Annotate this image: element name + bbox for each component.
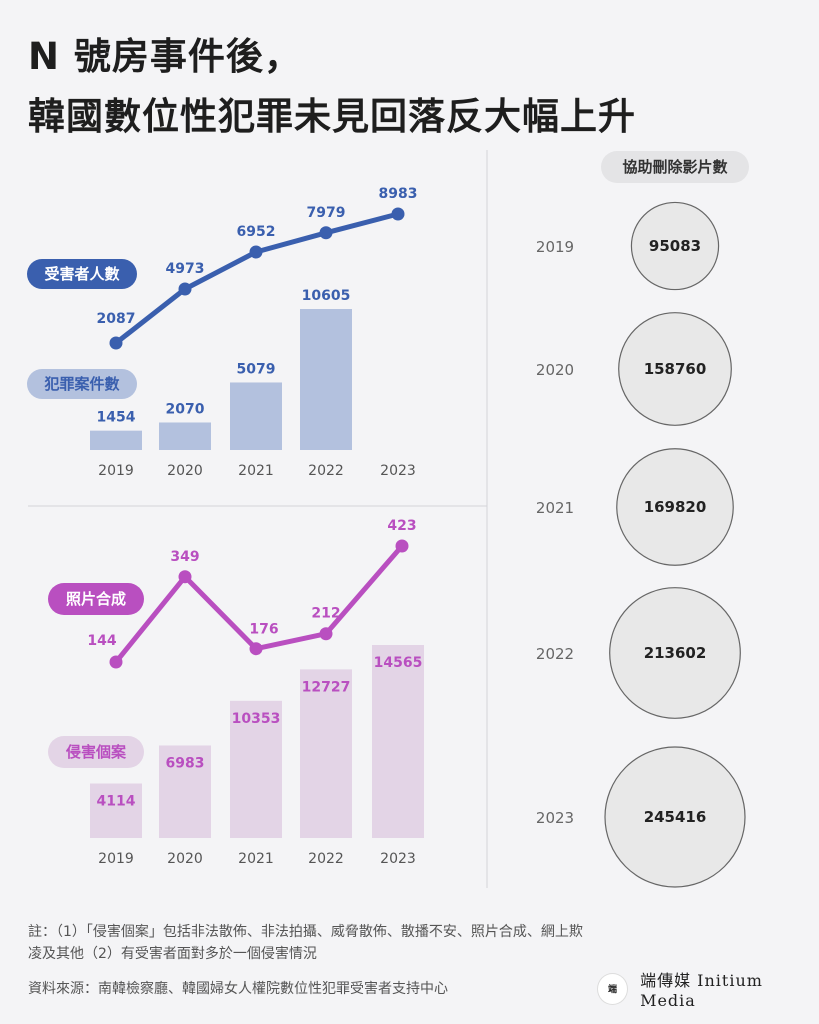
x-tick-label-bottom: 2022 (308, 851, 344, 867)
bubble-year-label: 2021 (536, 499, 574, 517)
photo-synthesis-point-label: 144 (87, 633, 116, 649)
cases-series-label: 犯罪案件數 (43, 375, 119, 393)
victims-point (391, 207, 405, 221)
photo-synthesis-series-label: 照片合成 (66, 590, 126, 608)
deleted-videos-title: 協助刪除影片數 (622, 158, 727, 176)
source-note: 資料來源：南韓檢察廳、韓國婦女人權院數位性犯罪受害者支持中心 (28, 981, 448, 997)
cases-bar-label: 10605 (302, 288, 351, 304)
deleted-videos-bubble (618, 312, 732, 426)
photo-synthesis-point (109, 655, 123, 669)
victims-point-label: 6952 (237, 224, 276, 240)
bubble-year-label: 2023 (536, 809, 574, 827)
victims-point (109, 336, 123, 350)
incidents-bar-label: 6983 (166, 755, 205, 771)
deleted-videos-bubble (604, 746, 746, 888)
deleted-videos-bubble (630, 201, 720, 291)
deleted-videos-value: 95083 (649, 237, 701, 255)
deleted-videos-value: 158760 (644, 360, 707, 378)
photo-synthesis-point (249, 642, 263, 656)
victims-point-label: 7979 (307, 205, 346, 221)
deleted-videos-bubble (609, 587, 741, 719)
bubble-year-label: 2022 (536, 645, 574, 663)
deleted-videos-bubble (616, 448, 734, 566)
photo-synthesis-point (178, 570, 192, 584)
cases-bar (90, 430, 142, 450)
victims-point-label: 4973 (166, 261, 205, 277)
deleted-videos-value: 169820 (644, 498, 707, 516)
bubble-year-label: 2019 (536, 238, 574, 256)
photo-synthesis-point (319, 627, 333, 641)
x-tick-label-bottom: 2020 (167, 851, 203, 867)
incidents-bar (300, 669, 352, 838)
x-tick-label-top: 2020 (167, 463, 203, 479)
victims-point (249, 245, 263, 259)
victims-point (178, 282, 192, 296)
incidents-bar (90, 783, 142, 838)
cases-bar (159, 422, 211, 450)
incidents-bar-label: 10353 (232, 711, 281, 727)
incidents-bar-label: 4114 (97, 793, 136, 809)
cases-series-label-pill (27, 369, 137, 399)
title-line-1: N 號房事件後， (28, 35, 302, 78)
photo-synthesis-point-label: 176 (249, 622, 278, 638)
photo-synthesis-point-label: 349 (170, 549, 199, 565)
victims-point-label: 2087 (97, 311, 136, 327)
x-tick-label-bottom: 2021 (238, 851, 274, 867)
bubble-year-label: 2020 (536, 361, 574, 379)
cases-bar (300, 309, 352, 450)
publisher-logo: 端 端傳媒 Initium Media (597, 967, 819, 1010)
cases-bar-label: 5079 (237, 361, 276, 377)
x-tick-label-top: 2023 (380, 463, 416, 479)
victims-series-label: 受害者人數 (44, 265, 119, 283)
incidents-bar-label: 14565 (374, 655, 423, 671)
victims-point (319, 226, 333, 240)
victims-point-label: 8983 (379, 186, 418, 202)
cases-bar-label: 1454 (97, 410, 136, 426)
cases-bar-label: 2070 (166, 401, 205, 417)
title-line-2: 韓國數位性犯罪未見回落反大幅上升 (28, 95, 636, 138)
photo-synthesis-point (395, 539, 409, 553)
incidents-bar (230, 700, 282, 838)
incidents-series-label-pill (48, 736, 144, 768)
x-tick-label-top: 2021 (238, 463, 274, 479)
footnote: 註：（1）「侵害個案」包括非法散佈、非法拍攝、威脅散佈、散播不安、照片合成、網上… (28, 924, 583, 962)
photo-synthesis-series-label-pill (48, 583, 144, 615)
deleted-videos-value: 245416 (644, 808, 707, 826)
incidents-bar-label: 12727 (302, 679, 351, 695)
deleted-videos-value: 213602 (644, 644, 707, 662)
logo-text: 端傳媒 Initium Media (640, 971, 763, 1010)
cases-bar (230, 382, 282, 450)
deleted-videos-title-pill (601, 151, 749, 183)
x-tick-label-bottom: 2023 (380, 851, 416, 867)
logo-icon: 端 (597, 972, 629, 1005)
x-tick-label-bottom: 2019 (98, 851, 134, 867)
incidents-bar (372, 645, 424, 838)
x-tick-label-top: 2019 (98, 463, 134, 479)
photo-synthesis-point-label: 212 (311, 606, 340, 622)
photo-synthesis-point-label: 423 (387, 518, 416, 534)
x-tick-label-top: 2022 (308, 463, 344, 479)
victims-series-label-pill (27, 259, 137, 289)
incidents-series-label: 侵害個案 (65, 743, 127, 761)
incidents-bar (159, 745, 211, 838)
